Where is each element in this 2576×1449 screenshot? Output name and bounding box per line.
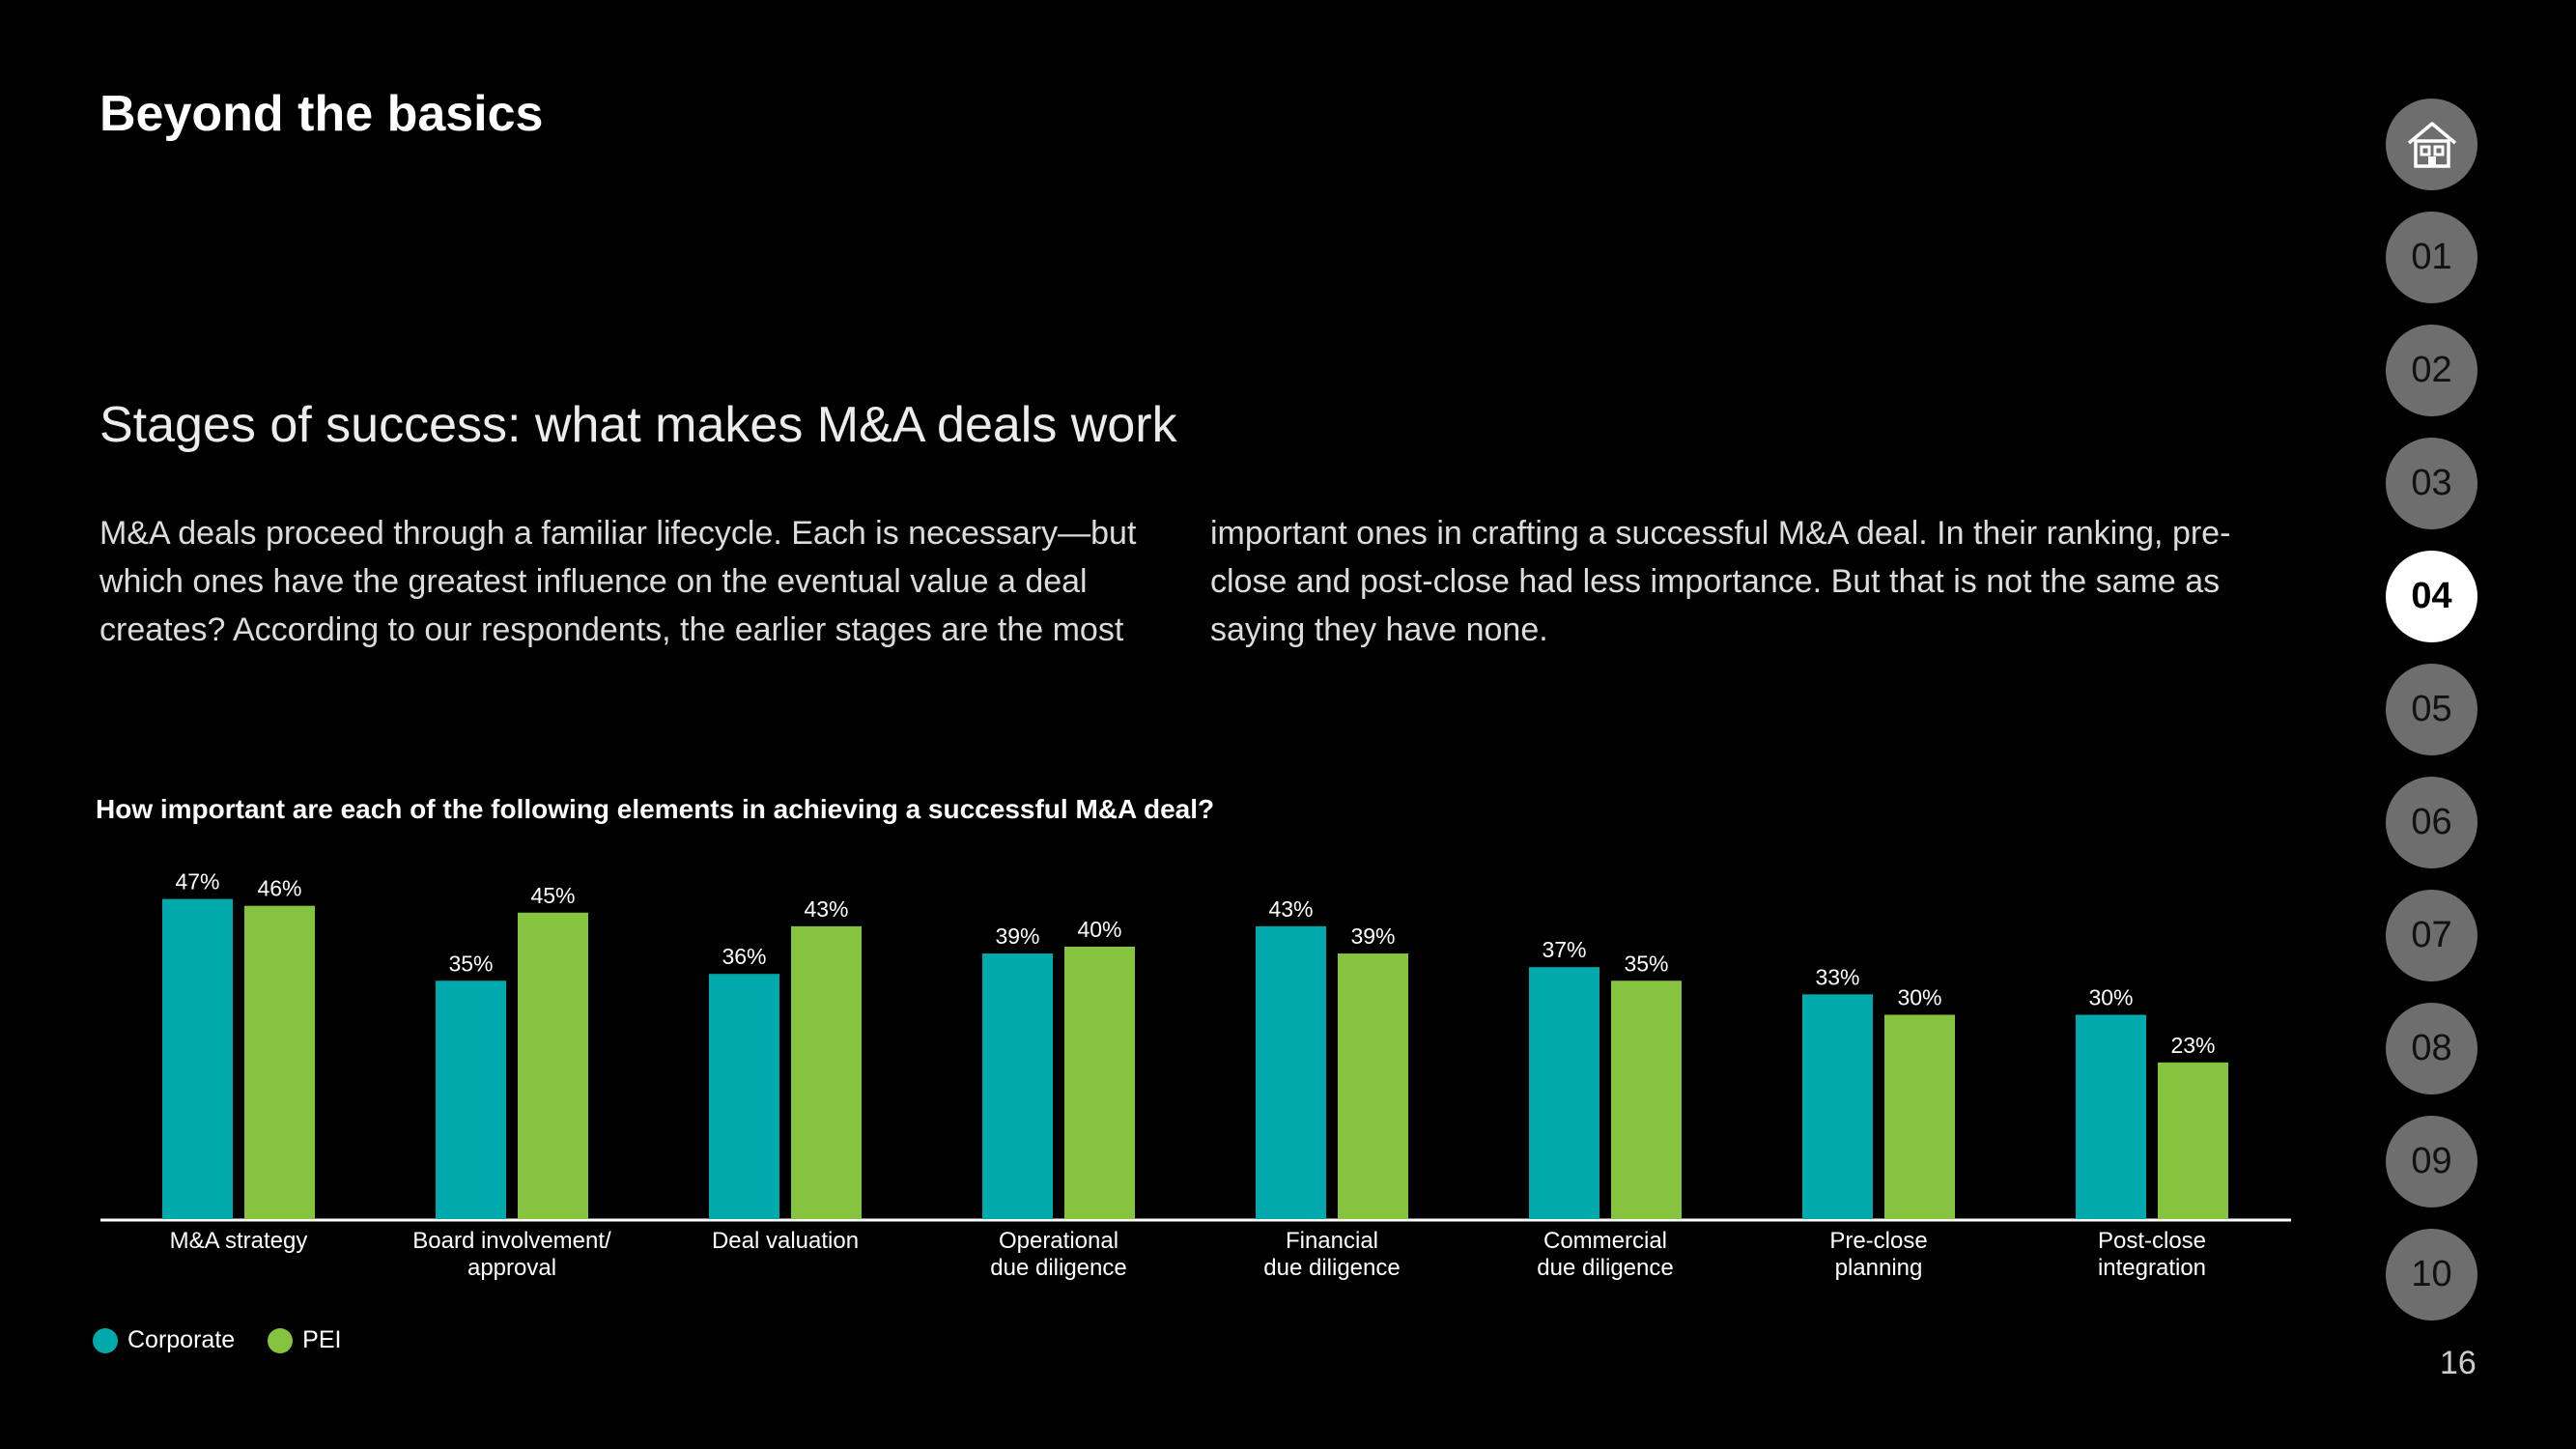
bar-corporate-operational-due-diligence: [982, 953, 1053, 1219]
legend-item-pei: PEI: [268, 1326, 341, 1354]
nav-item-05[interactable]: 05: [2386, 664, 2477, 755]
data-label-corporate-pre-close-planning: 33%: [1815, 964, 1859, 989]
section-title: Beyond the basics: [99, 86, 544, 142]
nav-home-button[interactable]: [2386, 99, 2477, 190]
x-tick-label-pre-close-planning: Pre-close planning: [1829, 1228, 1927, 1281]
data-label-pei-m-a-strategy: 46%: [257, 876, 301, 901]
legend-swatch-corporate: [93, 1327, 118, 1353]
bar-corporate-financial-due-diligence: [1256, 925, 1326, 1219]
intro-paragraph-right: important ones in crafting a successful …: [1210, 515, 2231, 648]
nav-item-01[interactable]: 01: [2386, 212, 2477, 303]
data-label-corporate-commercial-due-diligence: 37%: [1542, 937, 1586, 962]
data-label-pei-financial-due-diligence: 39%: [1350, 923, 1395, 949]
data-label-pei-pre-close-planning: 30%: [1897, 985, 1941, 1010]
chart-legend: Corporate PEI: [93, 1326, 341, 1354]
bar-corporate-m-a-strategy: [162, 898, 233, 1219]
nav-item-07[interactable]: 07: [2386, 890, 2477, 981]
data-label-pei-deal-valuation: 43%: [804, 896, 848, 922]
bar-pei-financial-due-diligence: [1338, 953, 1408, 1219]
data-label-pei-post-close-integration: 23%: [2170, 1033, 2215, 1058]
nav-item-09[interactable]: 09: [2386, 1116, 2477, 1208]
x-tick-label-post-close-integration: Post-close integration: [2098, 1228, 2206, 1281]
page-subtitle: Stages of success: what makes M&A deals …: [99, 397, 1177, 453]
legend-item-corporate: Corporate: [93, 1326, 235, 1354]
data-label-pei-operational-due-diligence: 40%: [1077, 917, 1121, 942]
x-tick-label-deal-valuation: Deal valuation: [712, 1228, 859, 1254]
data-label-pei-commercial-due-diligence: 35%: [1624, 951, 1668, 976]
x-tick-label-operational-due-diligence: Operational due diligence: [990, 1228, 1126, 1281]
legend-swatch-pei: [268, 1327, 294, 1353]
x-tick-label-commercial-due-diligence: Commercial due diligence: [1537, 1228, 1673, 1281]
data-label-corporate-deal-valuation: 36%: [722, 944, 766, 969]
nav-item-02[interactable]: 02: [2386, 325, 2477, 416]
nav-item-04[interactable]: 04: [2386, 551, 2477, 642]
bar-chart: 47% 46% M&A strategy 35% 45% Board involvemen…: [100, 869, 2291, 1281]
nav-item-03[interactable]: 03: [2386, 438, 2477, 529]
data-label-corporate-financial-due-diligence: 43%: [1268, 896, 1313, 922]
nav-item-10[interactable]: 10: [2386, 1229, 2477, 1321]
bar-pei-board-involvement-approval: [518, 912, 588, 1219]
intro-paragraph-left: M&A deals proceed through a familiar lif…: [99, 515, 1137, 648]
data-label-corporate-operational-due-diligence: 39%: [995, 923, 1039, 949]
x-tick-label-financial-due-diligence: Financial due diligence: [1263, 1228, 1400, 1281]
bar-pei-m-a-strategy: [244, 905, 315, 1219]
bar-pei-post-close-integration: [2158, 1062, 2228, 1219]
data-label-pei-board-involvement-approval: 45%: [530, 883, 575, 908]
home-icon: [2407, 121, 2456, 168]
nav-item-06[interactable]: 06: [2386, 777, 2477, 868]
chart-title: How important are each of the following …: [96, 794, 1215, 824]
bar-pei-deal-valuation: [791, 925, 862, 1219]
bar-corporate-board-involvement-approval: [436, 980, 506, 1219]
legend-label-pei: PEI: [302, 1326, 342, 1353]
bar-corporate-post-close-integration: [2076, 1014, 2146, 1219]
data-label-corporate-board-involvement-approval: 35%: [448, 951, 493, 976]
bar-pei-pre-close-planning: [1884, 1014, 1955, 1219]
bar-corporate-pre-close-planning: [1802, 994, 1873, 1219]
data-label-corporate-post-close-integration: 30%: [2088, 985, 2133, 1010]
bar-corporate-commercial-due-diligence: [1529, 967, 1599, 1219]
data-label-corporate-m-a-strategy: 47%: [175, 869, 219, 895]
bar-corporate-deal-valuation: [709, 974, 779, 1219]
bar-pei-operational-due-diligence: [1064, 947, 1135, 1219]
x-tick-label-m-a-strategy: M&A strategy: [170, 1228, 308, 1254]
page-number: 16: [2440, 1345, 2477, 1381]
nav-item-08[interactable]: 08: [2386, 1003, 2477, 1094]
legend-label-corporate: Corporate: [127, 1326, 236, 1353]
bar-pei-commercial-due-diligence: [1611, 980, 1682, 1219]
x-tick-label-board-involvement-approval: Board involvement/approval: [412, 1228, 611, 1281]
